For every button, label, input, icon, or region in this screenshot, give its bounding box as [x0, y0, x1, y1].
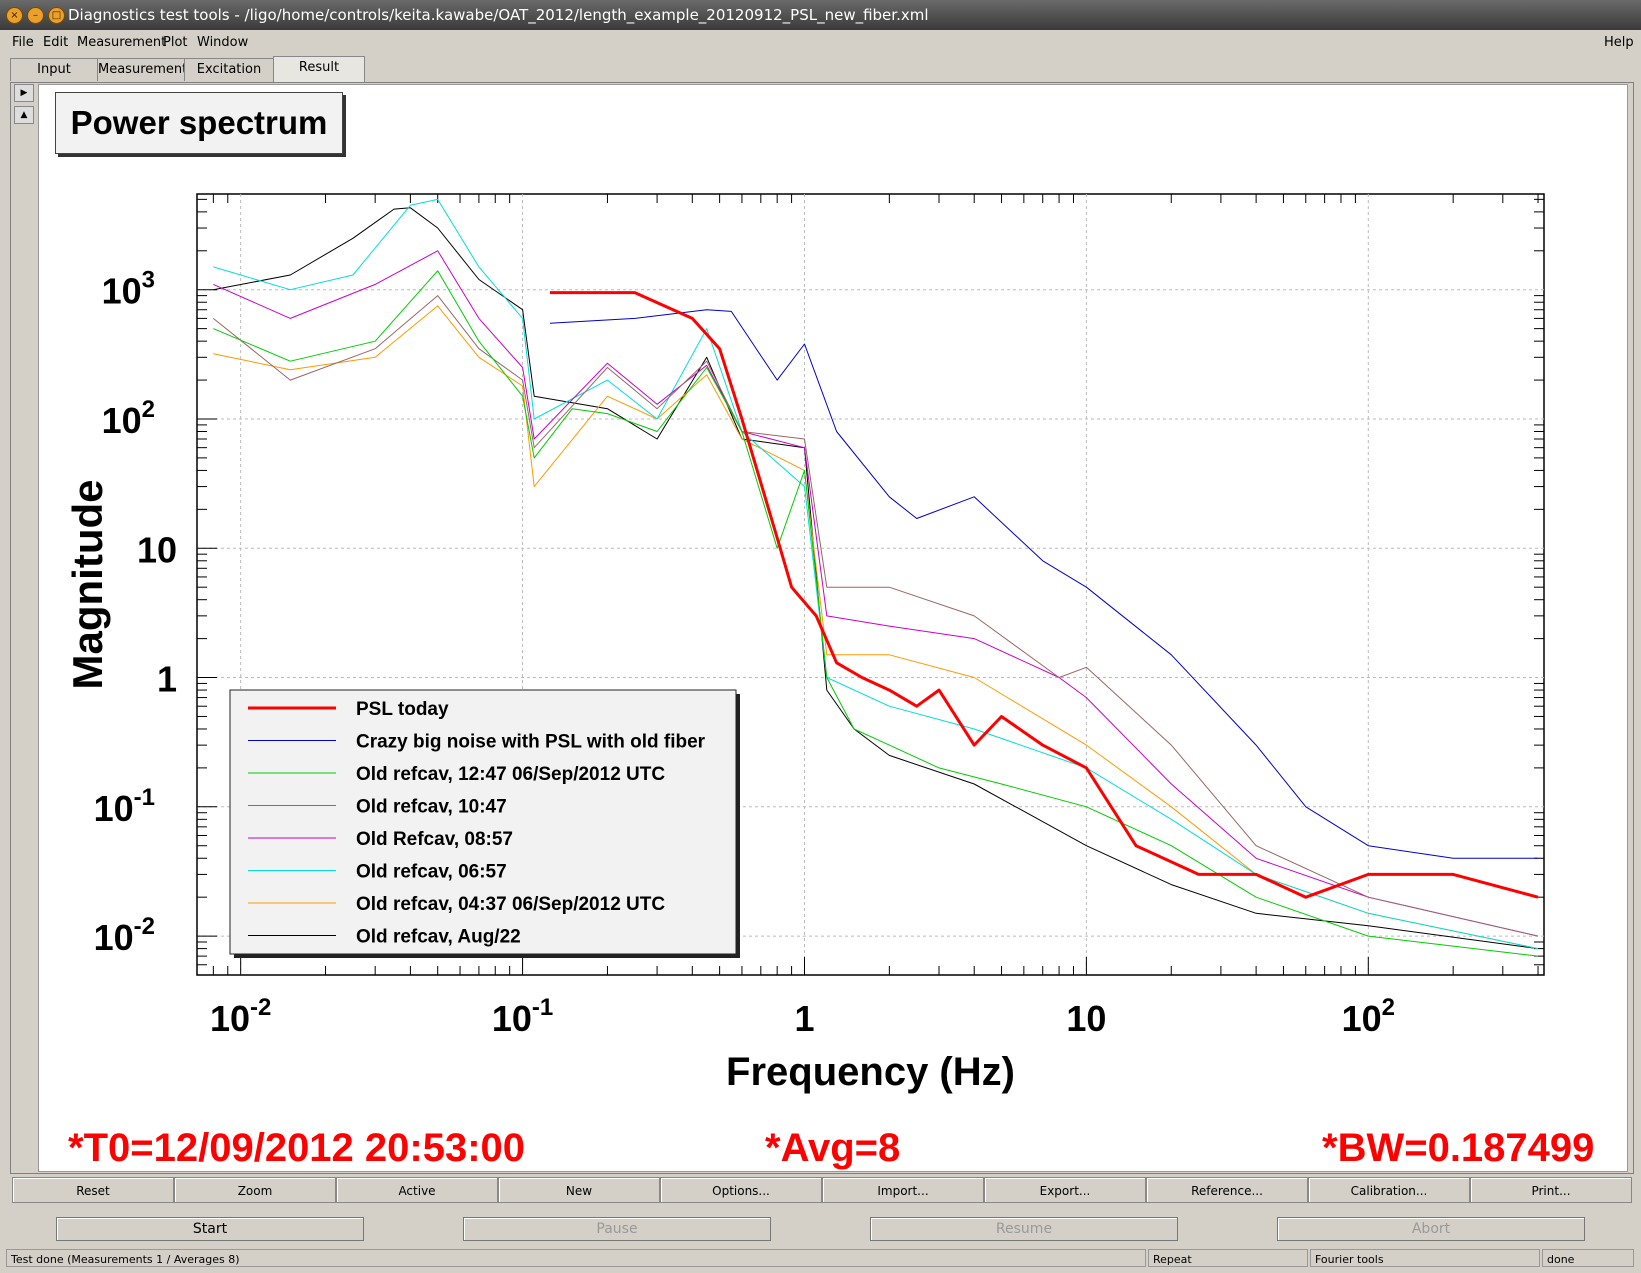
import-button[interactable]: Import...	[822, 1177, 984, 1203]
t0-label: *T0=12/09/2012 20:53:00	[68, 1126, 526, 1170]
reference-button[interactable]: Reference...	[1146, 1177, 1308, 1203]
series-line	[213, 305, 1539, 950]
x-tick-label: 1	[794, 998, 814, 1039]
tab-input[interactable]: Input	[10, 58, 98, 81]
tab-measurement[interactable]: Measurement	[97, 58, 187, 81]
series-line	[549, 309, 1538, 859]
series-line	[213, 207, 1539, 950]
y-tick-label: 10-2	[94, 913, 155, 958]
x-axis-label: Frequency (Hz)	[726, 1050, 1015, 1094]
expand-right-icon[interactable]: ▶	[14, 84, 34, 102]
tab-result[interactable]: Result	[273, 56, 365, 82]
x-tick-label: 10-1	[492, 994, 553, 1039]
active-button[interactable]: Active	[336, 1177, 498, 1203]
plot-button-bar: Reset Zoom Active New Options... Import.…	[12, 1177, 1632, 1203]
tab-excitation[interactable]: Excitation	[184, 58, 274, 81]
start-button[interactable]: Start	[56, 1217, 364, 1241]
new-button[interactable]: New	[498, 1177, 660, 1203]
series-line	[549, 291, 1539, 899]
status-bar: Test done (Measurements 1 / Averages 8) …	[6, 1249, 1636, 1269]
plot-title: Power spectrum	[55, 92, 343, 154]
status-repeat: Repeat	[1148, 1249, 1308, 1267]
export-button[interactable]: Export...	[984, 1177, 1146, 1203]
window-title: Diagnostics test tools - /ligo/home/cont…	[68, 6, 929, 24]
status-message: Test done (Measurements 1 / Averages 8)	[6, 1249, 1146, 1267]
run-controls: Start Pause Resume Abort	[0, 1205, 1641, 1247]
x-tick-label: 102	[1342, 994, 1395, 1039]
menu-file[interactable]: File	[12, 35, 34, 50]
legend-entry: Old refcav, 06:57	[356, 862, 507, 883]
resume-button[interactable]: Resume	[870, 1217, 1178, 1241]
status-tool: Fourier tools	[1310, 1249, 1540, 1267]
legend-entry: Old refcav, 04:37 06/Sep/2012 UTC	[356, 894, 665, 915]
y-tick-label: 10	[137, 529, 177, 570]
result-frame	[10, 82, 1634, 1174]
y-axis-label: Magnitude	[64, 480, 111, 690]
maximize-window-icon[interactable]: □	[48, 7, 65, 24]
legend-entry: Old refcav, 10:47	[356, 797, 507, 818]
bw-label: *BW=0.187499	[1322, 1126, 1595, 1170]
collapse-up-icon[interactable]: ▲	[14, 106, 34, 124]
menu-help[interactable]: Help	[1604, 35, 1634, 50]
menu-plot[interactable]: Plot	[163, 35, 188, 50]
minimize-window-icon[interactable]: –	[27, 7, 44, 24]
pause-button[interactable]: Pause	[463, 1217, 771, 1241]
menu-edit[interactable]: Edit	[43, 35, 69, 50]
y-tick-label: 102	[102, 396, 155, 441]
x-tick-label: 10	[1066, 998, 1106, 1039]
avg-label: *Avg=8	[765, 1126, 901, 1170]
options-button[interactable]: Options...	[660, 1177, 822, 1203]
menu-bar: File Edit Measurement Plot Window Help	[0, 30, 1641, 56]
legend-entry: Old refcav, Aug/22	[356, 927, 521, 948]
y-tick-label: 10-1	[94, 784, 155, 829]
reset-button[interactable]: Reset	[12, 1177, 174, 1203]
legend-entry: Old refcav, 12:47 06/Sep/2012 UTC	[356, 764, 665, 785]
legend-entry: Crazy big noise with PSL with old fiber	[356, 732, 706, 753]
legend-entry: Old Refcav, 08:57	[356, 829, 513, 850]
y-tick-label: 1	[157, 659, 177, 700]
title-bar: × – □ Diagnostics test tools - /ligo/hom…	[0, 0, 1641, 30]
y-tick-label: 103	[102, 267, 155, 312]
status-state: done	[1542, 1249, 1634, 1267]
series-line	[213, 198, 1539, 950]
legend-entry: PSL today	[356, 699, 449, 720]
x-tick-label: 10-2	[210, 994, 271, 1039]
print-button[interactable]: Print...	[1470, 1177, 1632, 1203]
legend-box	[229, 689, 737, 955]
series-line	[213, 270, 1539, 957]
abort-button[interactable]: Abort	[1277, 1217, 1585, 1241]
pad-controls: ▶ ▲	[14, 84, 34, 128]
zoom-button[interactable]: Zoom	[174, 1177, 336, 1203]
calibration-button[interactable]: Calibration...	[1308, 1177, 1470, 1203]
menu-window[interactable]: Window	[197, 35, 249, 50]
menu-measurement[interactable]: Measurement	[77, 35, 167, 50]
close-window-icon[interactable]: ×	[6, 7, 23, 24]
